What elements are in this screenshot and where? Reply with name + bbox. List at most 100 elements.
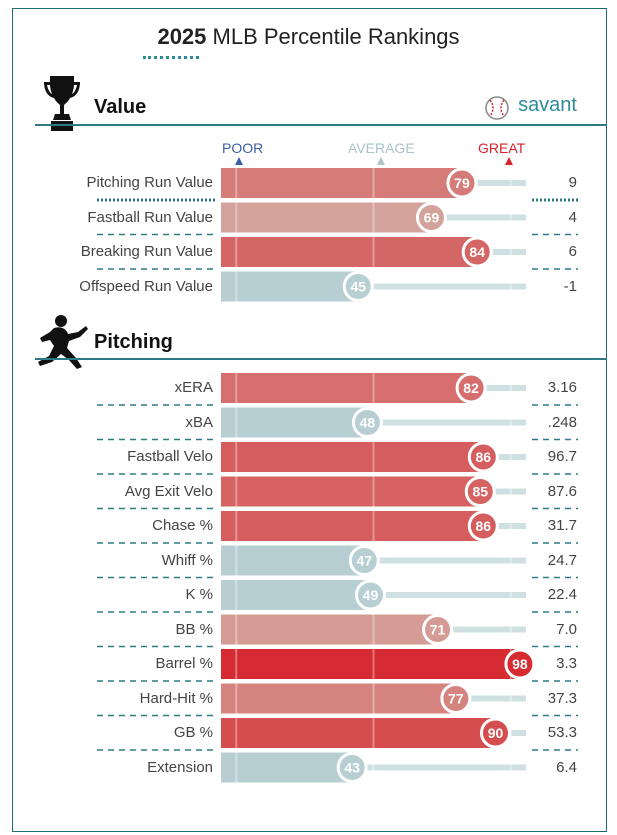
percentile-label: 90 [488, 725, 504, 741]
percentile-circle [348, 545, 380, 576]
metric-label: Fastball Run Value [87, 208, 213, 226]
percentile-label: 45 [350, 279, 366, 295]
metric-value: 6 [568, 243, 577, 260]
percentile-bar [221, 407, 368, 438]
metric-value: 96.7 [547, 448, 577, 465]
percentile-bar [221, 718, 496, 748]
percentile-bar [221, 168, 462, 198]
metric-value: .248 [547, 413, 577, 431]
section-title-value: Value [94, 96, 147, 118]
percentile-label: 86 [476, 518, 492, 534]
metric-value: -1 [563, 277, 577, 295]
metric-label: GB % [173, 724, 213, 741]
metric-value: 22.4 [547, 586, 577, 603]
title-year: 2025 [157, 24, 207, 49]
percentile-label: 43 [344, 760, 360, 776]
baseball-icon [485, 96, 509, 120]
percentile-circle [461, 236, 493, 268]
percentile-circle [440, 683, 472, 714]
card-frame [12, 8, 607, 832]
percentile-label: 71 [430, 622, 446, 638]
percentile-bar [221, 545, 365, 576]
percentile-circle [464, 476, 496, 507]
percentile-circle [342, 271, 374, 302]
metric-label: Pitching Run Value [86, 174, 213, 191]
metric-value: 3.3 [556, 655, 577, 672]
metric-value: 24.7 [547, 551, 577, 569]
section-title-pitching: Pitching [94, 331, 173, 353]
metric-label: Offspeed Run Value [79, 277, 213, 295]
percentile-label: 69 [424, 210, 440, 226]
percentile-label: 79 [454, 175, 470, 191]
metric-label: Hard-Hit % [139, 689, 213, 707]
page-title: 2025 MLB Percentile Rankings [0, 24, 617, 50]
metric-value: 6.4 [556, 758, 577, 776]
legend-great: GREAT [478, 140, 526, 156]
legend-poor-marker [235, 157, 243, 165]
metric-value: 4 [568, 208, 577, 226]
percentile-circle [336, 752, 368, 783]
percentile-bar [221, 442, 484, 472]
percentile-label: 48 [360, 415, 376, 431]
metric-value: 37.3 [547, 689, 577, 707]
metric-value: 87.6 [547, 482, 577, 500]
percentile-bar [221, 614, 438, 645]
percentile-circle [422, 614, 454, 645]
section-divider-value [35, 124, 607, 126]
percentile-circle [446, 167, 478, 199]
percentile-bar [221, 752, 353, 783]
legend-average-marker [377, 157, 385, 165]
percentile-label: 85 [472, 484, 488, 500]
title-text: MLB Percentile Rankings [212, 24, 460, 49]
percentile-circle [415, 202, 447, 233]
brand-savant: savant [518, 94, 577, 116]
metric-value: 53.3 [547, 724, 577, 741]
metric-label: xBA [185, 413, 213, 431]
legend-great-marker [505, 157, 513, 165]
metric-label: xERA [174, 379, 213, 396]
metric-value: 31.7 [547, 517, 577, 534]
metric-label: Fastball Velo [127, 448, 213, 465]
metric-label: Avg Exit Velo [124, 482, 213, 500]
metric-label: Breaking Run Value [80, 243, 213, 260]
percentile-circle [354, 579, 386, 611]
legend-poor: POOR [222, 140, 264, 156]
percentile-bar [221, 271, 359, 302]
percentile-bar [221, 511, 484, 541]
metric-label: K % [185, 586, 213, 603]
percentile-circle [480, 717, 511, 749]
percentile-bar [221, 373, 472, 403]
percentile-bar [221, 476, 481, 507]
percentile-circle [467, 441, 499, 473]
percentile-bar [221, 683, 456, 714]
metric-value: 3.16 [547, 379, 577, 396]
percentile-circle [467, 510, 499, 542]
percentile-label: 49 [363, 587, 379, 603]
metric-label: BB % [175, 620, 213, 638]
percentile-circle [351, 407, 383, 438]
metric-label: Whiff % [161, 551, 213, 569]
percentile-label: 82 [463, 380, 479, 396]
percentile-label: 84 [469, 244, 485, 260]
metric-value: 7.0 [556, 620, 577, 638]
percentile-bar [221, 580, 371, 610]
metric-label: Extension [147, 758, 213, 776]
percentile-circle [455, 372, 487, 404]
percentile-label: 86 [476, 449, 492, 465]
percentile-bar [221, 237, 478, 267]
legend-average: AVERAGE [348, 140, 415, 156]
percentile-bar [221, 649, 520, 679]
section-divider-pitching [35, 358, 607, 360]
metric-value: 9 [568, 174, 577, 191]
percentile-label: 98 [512, 656, 528, 672]
metric-label: Barrel % [155, 655, 213, 672]
percentile-circle [504, 648, 536, 680]
percentile-label: 47 [357, 553, 373, 569]
percentile-bar [221, 202, 432, 233]
percentile-label: 77 [448, 691, 464, 707]
trophy-icon [44, 76, 80, 131]
percentile-track [221, 764, 526, 771]
metric-label: Chase % [152, 517, 213, 534]
title-underline [143, 56, 199, 62]
